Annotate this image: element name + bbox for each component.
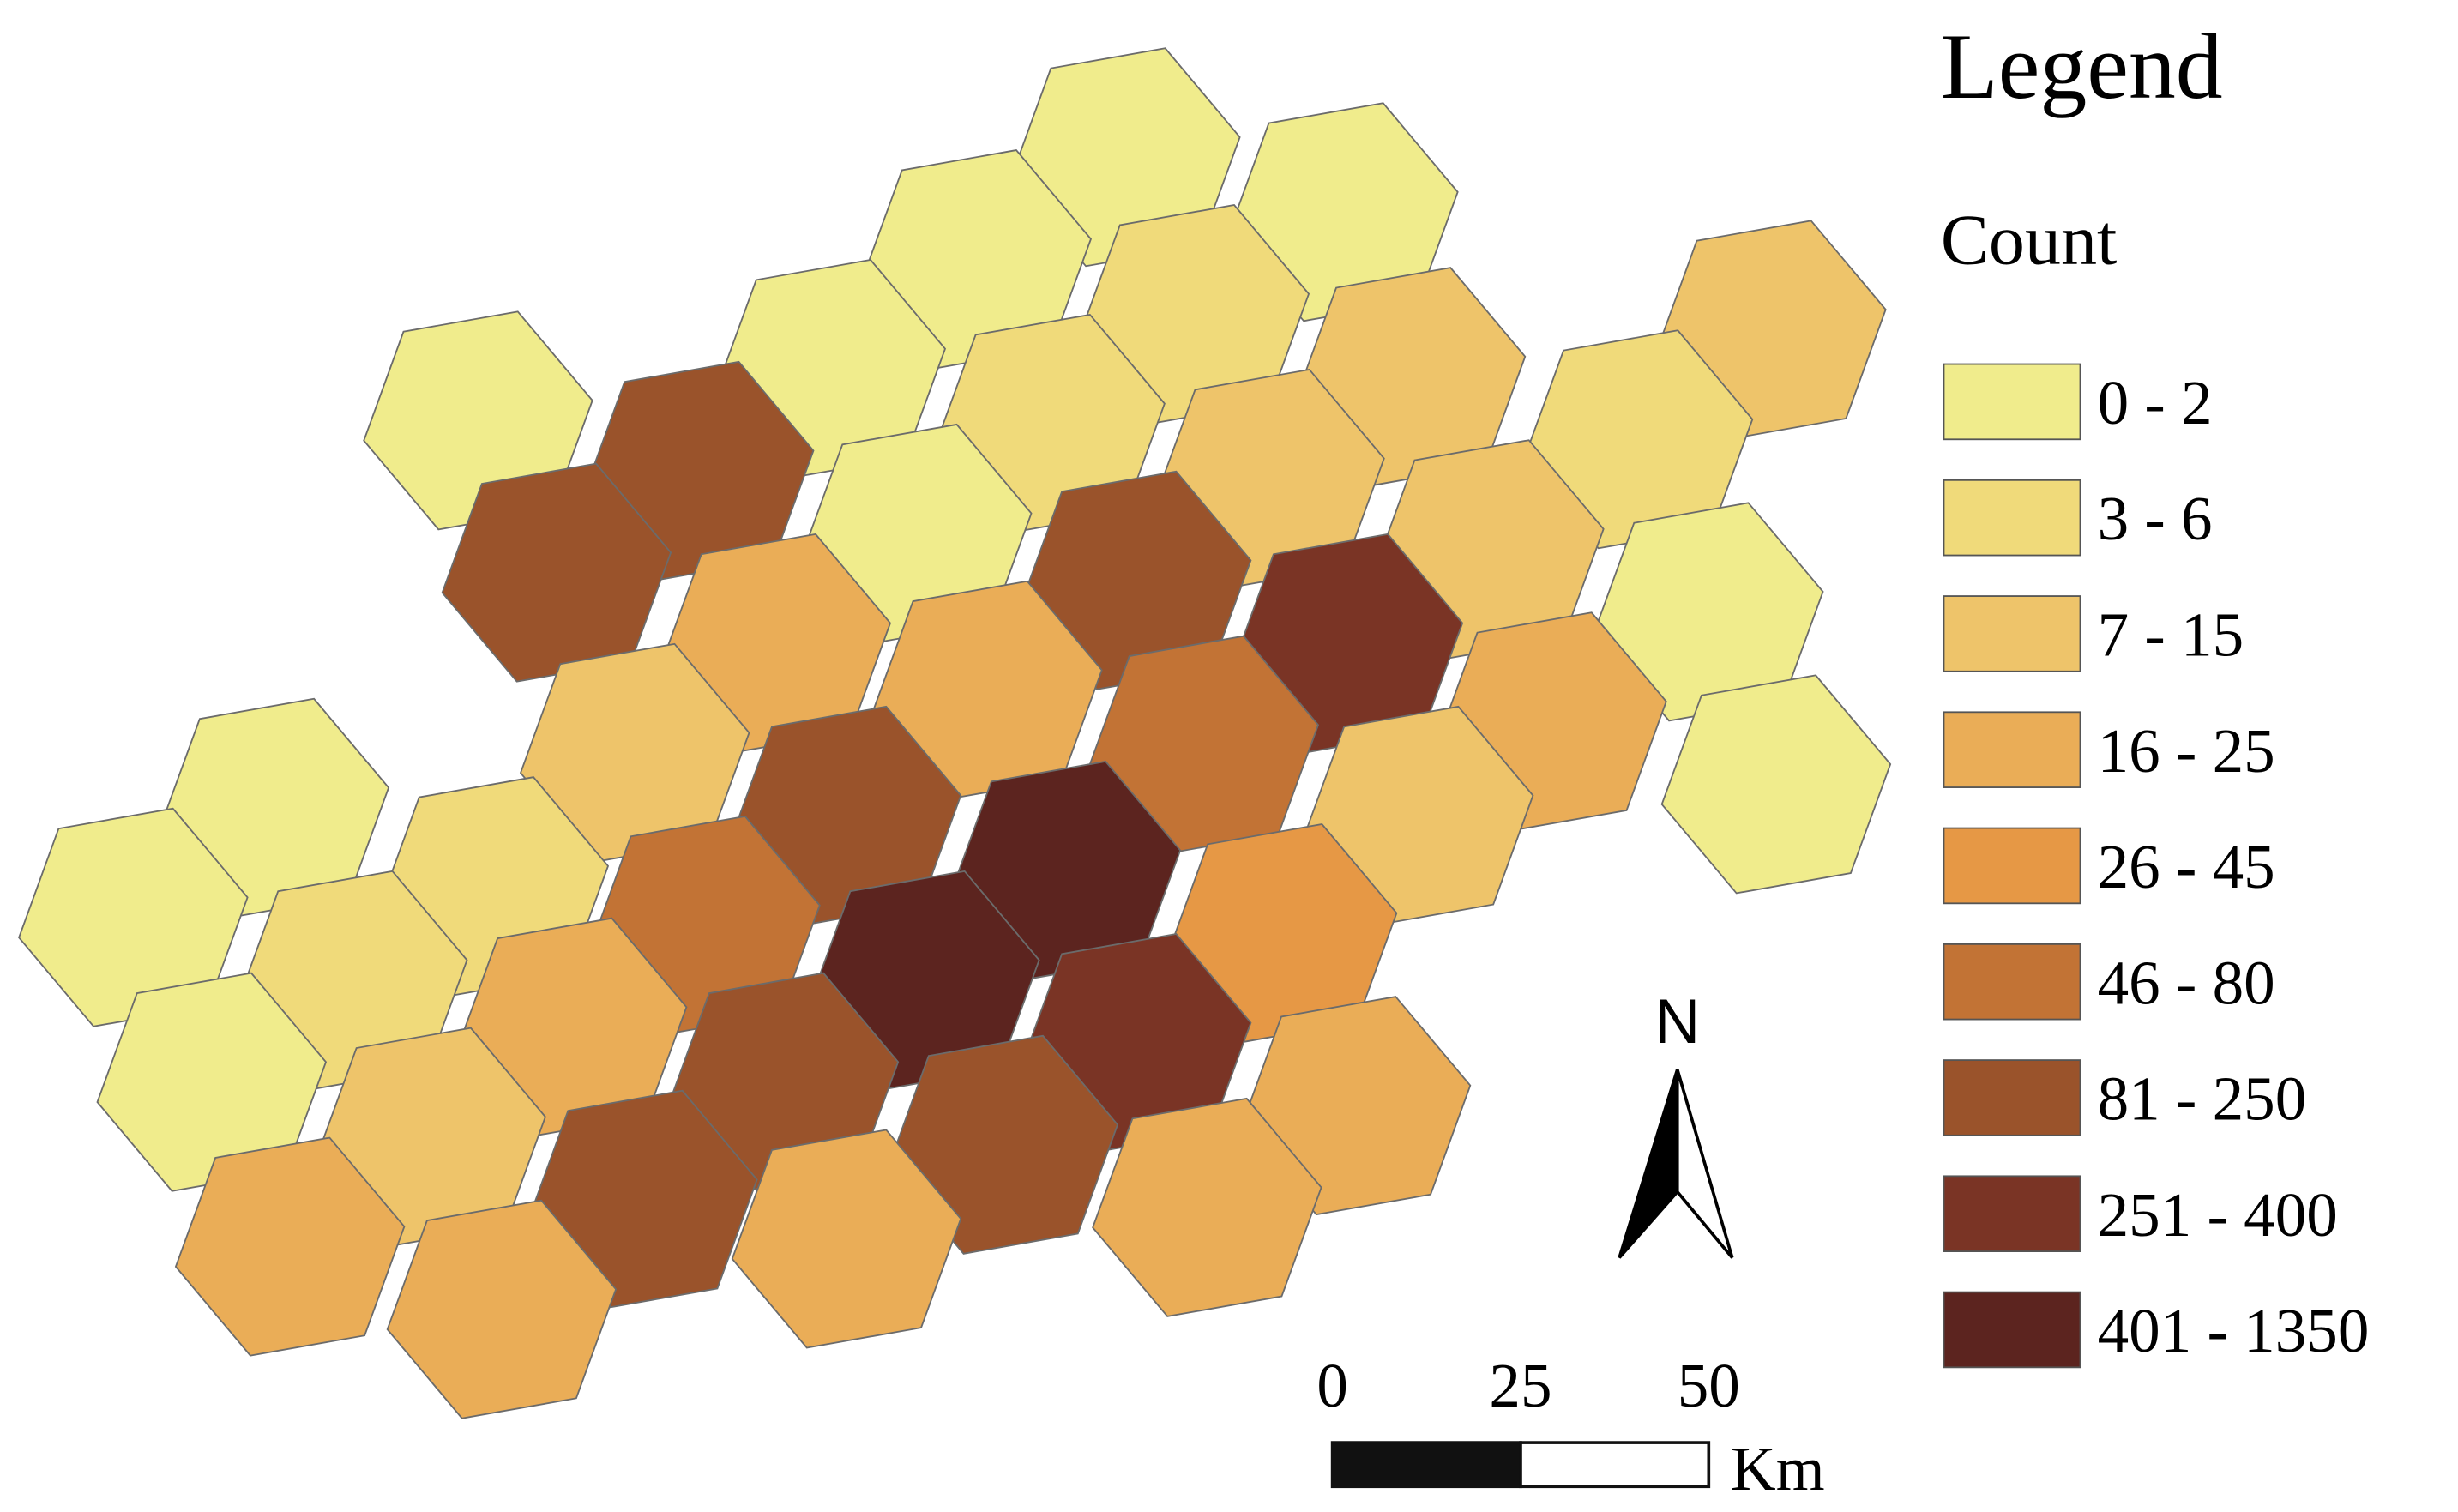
hex-cell (1660, 674, 1892, 895)
legend-label: 81 - 250 (2098, 1064, 2307, 1134)
hex-cell (731, 1129, 962, 1349)
legend-label: 401 - 1350 (2098, 1296, 2370, 1365)
legend-swatch (1943, 479, 2081, 557)
legend-swatch (1943, 1291, 2081, 1369)
legend-swatch (1943, 827, 2081, 905)
north-arrow-left (1618, 1069, 1679, 1259)
scale-tick-label: 0 (1316, 1351, 1348, 1420)
legend-title: Legend (1941, 14, 2223, 118)
legend: 0 - 2 3 - 6 7 - 15 16 - 25 26 - 45 46 - 80 81 … (1943, 363, 2370, 1369)
scale-unit: Km (1731, 1434, 1825, 1503)
hex-grid (18, 47, 1892, 1419)
legend-label: 3 - 6 (2098, 484, 2213, 553)
legend-label: 7 - 15 (2098, 600, 2244, 670)
legend-swatch (1943, 363, 2081, 441)
legend-swatch (1943, 943, 2081, 1021)
scale-tick-label: 50 (1678, 1351, 1740, 1420)
legend-label: 26 - 45 (2098, 832, 2275, 901)
legend-subtitle: Count (1941, 201, 2118, 280)
scale-tick-label: 25 (1489, 1351, 1551, 1420)
legend-swatch (1943, 1059, 2081, 1136)
hex-cell (1092, 1097, 1322, 1317)
legend-label: 251 - 400 (2098, 1180, 2338, 1250)
legend-swatch (1943, 595, 2081, 672)
legend-label: 16 - 25 (2098, 716, 2275, 786)
scale-segment (1519, 1441, 1711, 1489)
legend-label: 0 - 2 (2098, 368, 2213, 437)
hex-cell (386, 1199, 618, 1419)
hex-cell (174, 1136, 406, 1357)
scale-segment (1330, 1441, 1522, 1489)
scale-bar: 0 25 50 Km (1316, 1351, 1824, 1503)
north-label: N (1654, 987, 1700, 1057)
legend-swatch (1943, 1175, 2081, 1253)
legend-label: 46 - 80 (2098, 948, 2275, 1017)
north-arrow-right (1675, 1069, 1734, 1259)
legend-swatch (1943, 711, 2081, 788)
